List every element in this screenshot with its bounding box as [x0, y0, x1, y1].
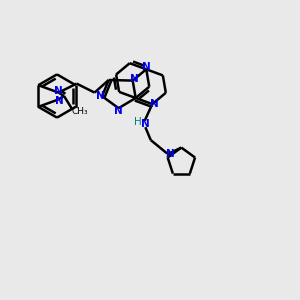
Text: H: H — [134, 117, 142, 127]
Text: N: N — [166, 149, 175, 159]
Text: N: N — [142, 62, 151, 72]
Text: N: N — [96, 91, 104, 101]
Text: N: N — [55, 96, 64, 106]
Text: N: N — [130, 74, 139, 84]
Text: N: N — [54, 86, 62, 96]
Text: N: N — [150, 99, 159, 109]
Text: N: N — [141, 118, 150, 129]
Text: N: N — [114, 106, 123, 116]
Text: CH₃: CH₃ — [72, 106, 88, 116]
